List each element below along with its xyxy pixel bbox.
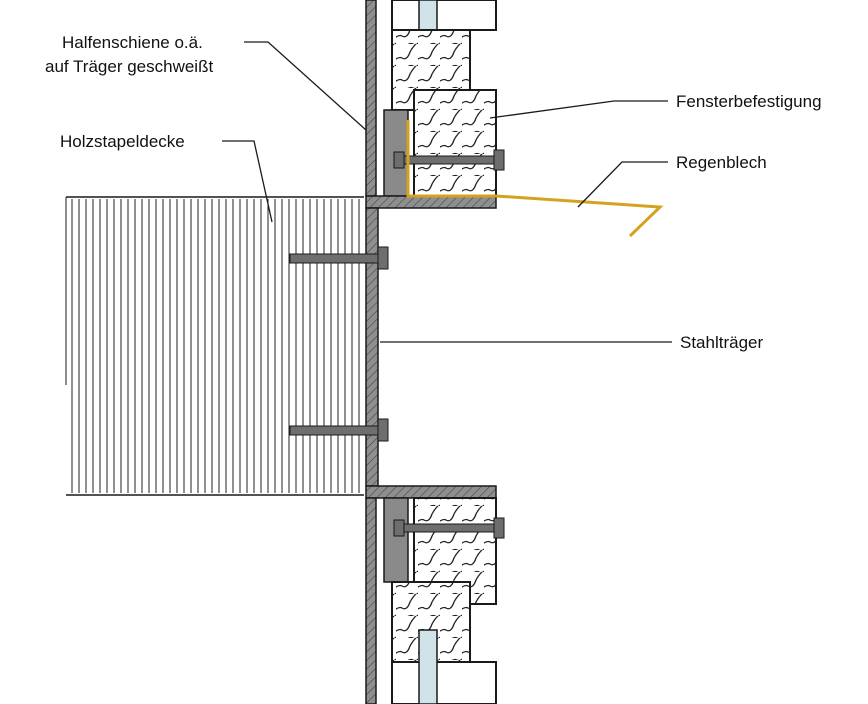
deck-bolt-upper (289, 253, 383, 264)
lower-window-bolt (397, 523, 499, 533)
leader-halfenschiene (244, 41, 367, 131)
lower-window-bolt-head (393, 519, 405, 537)
leader-lines (222, 41, 672, 343)
upper-glass (418, 0, 438, 33)
steel-beam (365, 0, 497, 704)
beam-top-flange (365, 195, 497, 209)
lower-frame-bottom (391, 661, 497, 704)
holzstapeldecke-ceiling (65, 196, 364, 496)
upper-steel-plate (365, 0, 377, 197)
lower-steel-plate (365, 497, 377, 704)
upper-wood-block-2 (413, 89, 497, 197)
lower-glass (418, 629, 438, 704)
rain-sheet-path (406, 120, 664, 238)
beam-web (365, 207, 379, 487)
label-fensterbefestigung: Fensterbefestigung (676, 92, 822, 111)
deck-bolt-lower-nut (377, 418, 389, 442)
beam-bottom-flange (365, 485, 497, 499)
deck-bolt-lower (289, 425, 383, 436)
regenblech-rain-sheet (406, 120, 664, 238)
label-regenblech: Regenblech (676, 153, 767, 172)
lower-halfen-rail (383, 497, 409, 583)
upper-frame-top (391, 0, 497, 31)
leader-regenblech (577, 161, 668, 208)
label-stahltraeger: Stahlträger (680, 333, 763, 352)
lower-window-frame (383, 497, 505, 704)
lower-window-nut (493, 517, 505, 539)
deck-bolts (289, 246, 389, 442)
deck-bolt-upper-nut (377, 246, 389, 270)
label-halfenschiene-2: auf Träger geschweißt (45, 57, 213, 76)
leader-fensterbefestigung (489, 100, 668, 119)
deck-board-lines (71, 199, 360, 493)
leader-holzstapeldecke (222, 140, 273, 223)
upper-window-nut (493, 149, 505, 171)
upper-window-bolt (397, 155, 499, 165)
deck-area (66, 197, 364, 495)
upper-window-frame (383, 0, 505, 197)
label-halfenschiene-1: Halfenschiene o.ä. (62, 33, 203, 52)
labels: Halfenschiene o.ä. auf Träger geschweißt… (45, 33, 822, 352)
upper-window-bolt-head (393, 151, 405, 169)
label-holzstapeldecke: Holzstapeldecke (60, 132, 185, 151)
